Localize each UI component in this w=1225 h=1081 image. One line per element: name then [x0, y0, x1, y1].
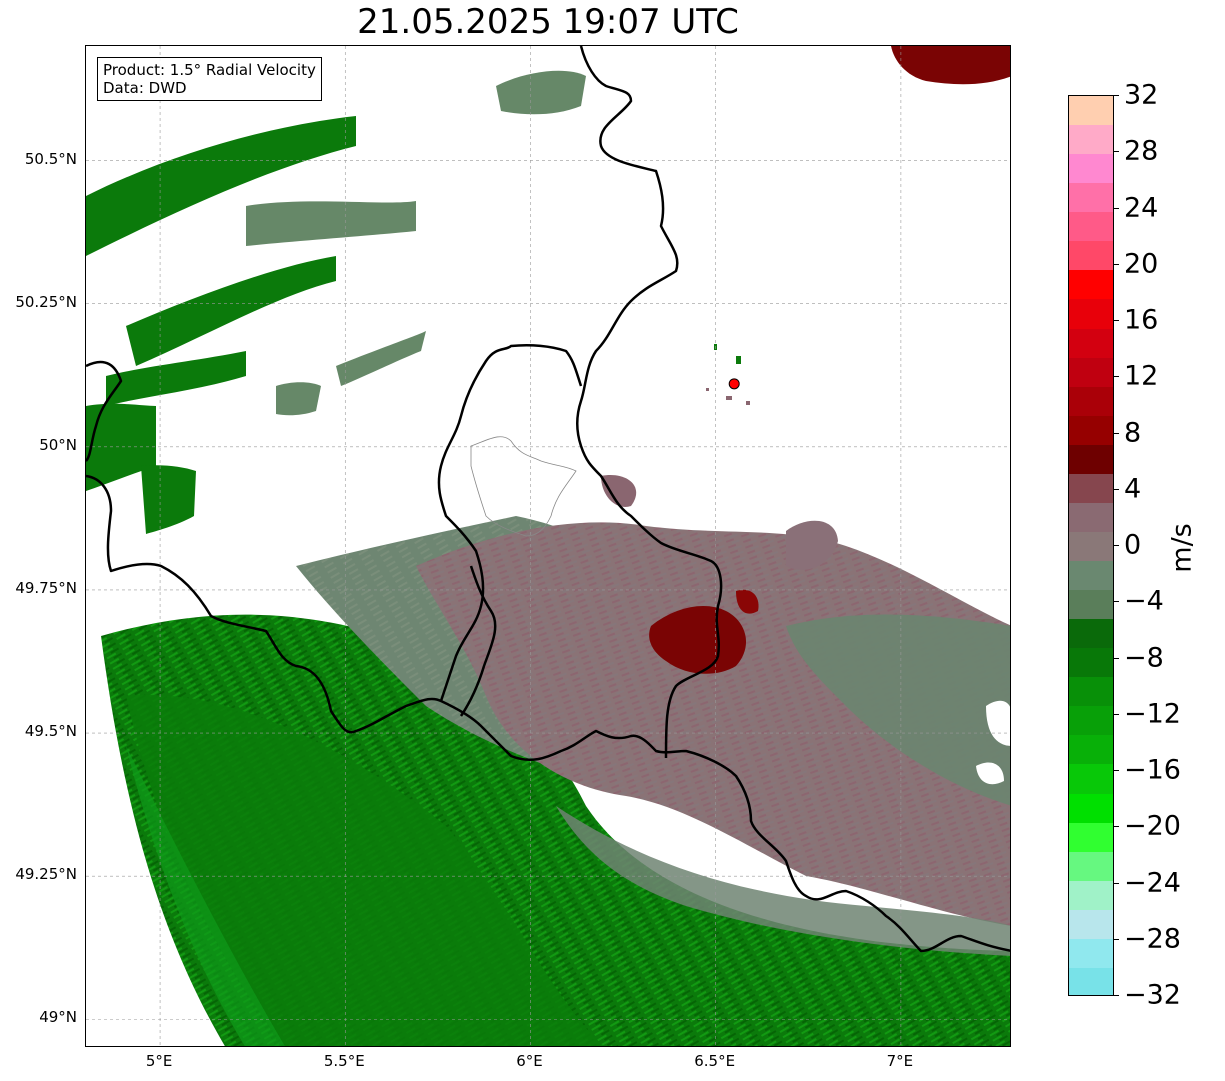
colorbar-tick-label: −28	[1124, 923, 1181, 955]
colorbar-segment	[1069, 764, 1113, 795]
product-info-box: Product: 1.5° Radial Velocity Data: DWD	[97, 57, 322, 101]
colorbar-tick	[1113, 320, 1119, 321]
colorbar-segment	[1069, 444, 1113, 475]
colorbar-tick-label: −16	[1124, 754, 1181, 786]
colorbar-tick	[1113, 882, 1119, 884]
colorbar-tick	[1113, 995, 1119, 996]
colorbar-tick	[1113, 826, 1119, 828]
lat-tick-label: 49.75°N	[15, 578, 77, 597]
colorbar-segment	[1069, 125, 1113, 156]
colorbar-tick	[1113, 488, 1119, 490]
radar-site-marker[interactable]	[728, 378, 740, 390]
colorbar-segment	[1069, 357, 1113, 388]
colorbar-segment	[1069, 328, 1113, 359]
lat-tick-label: 49.25°N	[15, 865, 77, 884]
colorbar-segment	[1069, 212, 1113, 243]
colorbar-segment	[1069, 386, 1113, 417]
lon-tick-label: 6°E	[516, 1052, 543, 1070]
lon-tick-label: 6.5°E	[694, 1052, 736, 1070]
thin-borders	[470, 436, 577, 537]
colorbar-segment	[1069, 561, 1113, 592]
colorbar-tick	[1113, 601, 1119, 603]
colorbar-tick-label: 0	[1124, 529, 1142, 561]
colorbar-tick-label: 8	[1124, 417, 1142, 448]
colorbar-tick-label: 16	[1124, 304, 1159, 336]
colorbar-tick-label: −4	[1124, 585, 1164, 617]
data-source-line: Data: DWD	[103, 79, 187, 97]
colorbar-segment	[1069, 619, 1113, 650]
radar-map[interactable]	[85, 45, 1011, 1047]
colorbar-segment	[1069, 154, 1113, 185]
colorbar-tick-label: 32	[1124, 79, 1159, 111]
colorbar-tick	[1113, 376, 1119, 378]
colorbar-tick	[1113, 545, 1119, 546]
colorbar-tick-label: 20	[1124, 248, 1159, 280]
lon-tick-label: 5°E	[145, 1052, 173, 1070]
colorbar-tick-label: −24	[1124, 867, 1181, 898]
lat-tick-label: 50°N	[39, 435, 77, 454]
colorbar-tick	[1113, 713, 1119, 715]
colorbar-segment	[1069, 735, 1113, 766]
colorbar-tick-label: 12	[1124, 360, 1159, 392]
radar-map-canvas	[86, 46, 1010, 1046]
country-borders	[86, 46, 1010, 953]
velocity-colorbar	[1068, 95, 1114, 996]
colorbar-tick-label: −32	[1124, 979, 1181, 1011]
lat-tick-label: 49.5°N	[24, 722, 77, 741]
colorbar-segment	[1069, 241, 1113, 272]
colorbar-tick-label: −20	[1124, 810, 1181, 842]
graticule	[86, 46, 1010, 1046]
map-title: 21.05.2025 19:07 UTC	[357, 2, 739, 42]
colorbar-tick	[1113, 207, 1119, 209]
colorbar-tick-label: 28	[1124, 135, 1159, 167]
colorbar-tick-label: −8	[1124, 642, 1164, 673]
colorbar-segment	[1069, 415, 1113, 446]
colorbar-tick	[1113, 770, 1119, 771]
colorbar-segment	[1069, 531, 1113, 563]
colorbar-segment	[1069, 851, 1113, 882]
colorbar-tick-label: 4	[1124, 473, 1142, 505]
lat-tick-label: 50.5°N	[24, 149, 77, 168]
colorbar-tick	[1113, 95, 1119, 96]
colorbar-segment	[1069, 96, 1113, 127]
colorbar-tick	[1113, 432, 1119, 434]
colorbar-segment	[1069, 473, 1113, 504]
lat-tick-label: 50.25°N	[15, 292, 77, 311]
colorbar-tick	[1113, 938, 1119, 940]
colorbar-tick-label: −12	[1124, 698, 1181, 730]
colorbar-unit-label: m/s	[1166, 523, 1198, 573]
colorbar-tick	[1113, 151, 1119, 153]
colorbar-segment	[1069, 299, 1113, 330]
colorbar-segment	[1069, 967, 1113, 995]
colorbar-segment	[1069, 880, 1113, 911]
colorbar-segment	[1069, 183, 1113, 214]
lon-tick-label: 5.5°E	[323, 1052, 365, 1070]
colorbar-tick-label: 24	[1124, 192, 1159, 223]
velocity-field	[86, 46, 1010, 1046]
colorbar-tick	[1113, 263, 1119, 265]
colorbar-segment	[1069, 909, 1113, 940]
colorbar-tick	[1113, 657, 1119, 659]
colorbar-segment	[1069, 938, 1113, 969]
product-line: Product: 1.5° Radial Velocity	[103, 61, 316, 79]
lon-tick-label: 7°E	[886, 1052, 914, 1070]
colorbar-segment	[1069, 270, 1113, 301]
colorbar-segment	[1069, 677, 1113, 708]
colorbar-segment	[1069, 590, 1113, 621]
colorbar-segment	[1069, 648, 1113, 679]
colorbar-segment	[1069, 502, 1113, 533]
lat-tick-label: 49°N	[39, 1008, 77, 1027]
colorbar-segment	[1069, 706, 1113, 737]
colorbar-segment	[1069, 822, 1113, 853]
colorbar-segment	[1069, 793, 1113, 824]
